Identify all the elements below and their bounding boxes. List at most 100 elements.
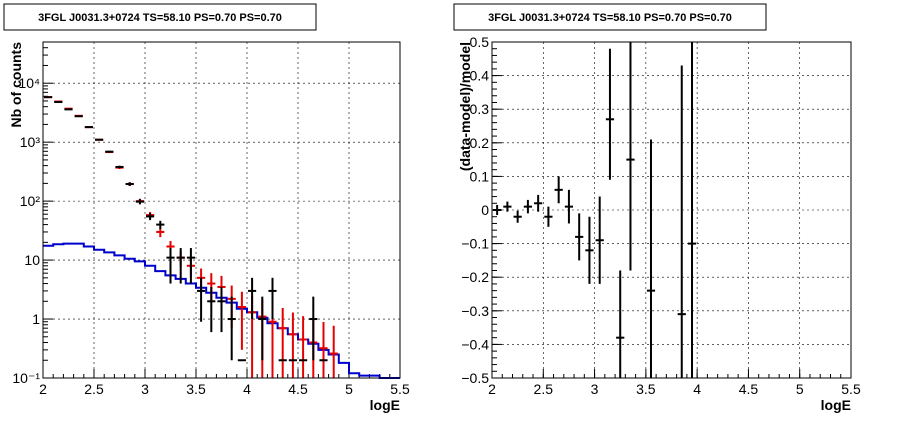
y-tick-label: 0.5 — [470, 34, 490, 50]
left-ticks — [42, 47, 401, 379]
x-tick-label: 3.5 — [636, 381, 656, 397]
residual-point — [677, 65, 686, 378]
left-y-axis-label: Nb of counts — [8, 42, 24, 128]
residual-point — [534, 194, 543, 212]
y-tick-label: 0.3 — [470, 101, 490, 117]
residual-point — [554, 176, 563, 204]
data-point — [268, 277, 277, 320]
data-point — [125, 182, 134, 186]
x-tick-label: 3 — [591, 381, 599, 397]
data-point — [84, 126, 93, 129]
x-tick-label: 4 — [243, 381, 251, 397]
left-y-tick-labels: 10⁻¹ 1 10 10² 10³ 10⁴ — [12, 75, 40, 386]
residual-point — [687, 42, 697, 378]
model-point — [278, 307, 287, 378]
right-grid — [492, 42, 851, 378]
model-point — [329, 325, 338, 378]
y-tick-label: 0.4 — [470, 68, 490, 84]
residual-point — [564, 189, 574, 224]
left-title: 3FGL J0031.3+0724 TS=58.10 PS=0.70 PS=0.… — [38, 12, 282, 24]
right-y-axis-label: (data-model)/model — [457, 42, 473, 171]
data-point — [105, 150, 114, 153]
residual-point — [493, 204, 502, 216]
data-point — [186, 248, 195, 284]
x-tick-label: 5.5 — [390, 381, 410, 397]
residual-point — [646, 139, 656, 378]
x-tick-label: 2 — [488, 381, 496, 397]
residual-point — [575, 213, 584, 261]
data-point — [227, 296, 236, 361]
model-point — [319, 322, 328, 378]
data-errorbars — [44, 96, 328, 362]
y-tick-label: 0.1 — [470, 168, 490, 184]
x-tick-label: 2.5 — [84, 381, 104, 397]
background-step-line — [43, 242, 400, 379]
y-tick-label: −0.3 — [461, 303, 489, 319]
data-point — [197, 277, 206, 322]
data-point — [166, 248, 175, 284]
right-y-tick-labels: −0.5 −0.4 −0.3 −0.2 −0.1 0 0.1 0.2 0.3 0.4 0.5 — [461, 34, 489, 386]
counts-spectrum-panel: 3FGL J0031.3+0724 TS=58.10 PS=0.70 PS=0.… — [3, 3, 410, 413]
residual-point — [523, 199, 533, 214]
right-x-axis-label: logE — [821, 397, 851, 413]
x-tick-label: 4.5 — [288, 381, 308, 397]
data-point — [156, 220, 165, 229]
y-tick-label: −0.2 — [461, 269, 489, 285]
x-tick-label: 5 — [345, 381, 353, 397]
data-point — [176, 248, 185, 284]
y-tick-label: 10 — [24, 252, 40, 268]
data-point — [207, 286, 216, 333]
model-point — [156, 227, 165, 238]
left-plot-frame — [42, 41, 401, 379]
residual-errorbars — [493, 42, 697, 378]
y-tick-label: −0.4 — [461, 336, 489, 352]
right-plot-frame — [491, 41, 852, 379]
data-point — [217, 286, 226, 333]
residual-point — [503, 201, 512, 212]
x-tick-label: 2.5 — [534, 381, 554, 397]
residual-point — [544, 206, 553, 227]
x-tick-label: 4.5 — [739, 381, 759, 397]
residual-point — [513, 210, 522, 223]
data-point — [44, 96, 53, 99]
data-point — [309, 296, 318, 361]
model-errorbars — [44, 96, 338, 378]
y-tick-label: 10⁻¹ — [12, 370, 40, 386]
y-tick-label: 0 — [481, 202, 489, 218]
data-point — [146, 213, 155, 221]
right-title: 3FGL J0031.3+0724 TS=58.10 PS=0.70 PS=0.… — [488, 12, 732, 24]
x-tick-label: 5.5 — [841, 381, 861, 397]
residuals-panel: 3FGL J0031.3+0724 TS=58.10 PS=0.70 PS=0.… — [453, 3, 861, 413]
x-tick-label: 3.5 — [186, 381, 206, 397]
left-x-tick-labels: 2 2.5 3 3.5 4 4.5 5 5.5 — [39, 381, 410, 397]
right-title-box — [453, 3, 767, 31]
y-tick-label: 10³ — [20, 134, 41, 150]
x-tick-label: 4 — [693, 381, 701, 397]
x-tick-label: 5 — [796, 381, 804, 397]
data-point — [115, 165, 124, 169]
y-tick-label: 10² — [20, 193, 41, 209]
y-tick-label: 10⁴ — [18, 75, 40, 91]
model-point — [237, 291, 246, 350]
left-grid — [43, 42, 400, 378]
right-x-tick-labels: 2 2.5 3 3.5 4 4.5 5 5.5 — [488, 381, 861, 397]
y-tick-label: −0.5 — [461, 370, 489, 386]
x-tick-label: 2 — [39, 381, 47, 397]
y-tick-label: 0.2 — [470, 135, 490, 151]
residual-point — [605, 48, 615, 180]
model-point — [299, 316, 308, 378]
y-tick-label: −0.1 — [461, 236, 489, 252]
data-point — [54, 101, 63, 104]
data-point — [135, 199, 144, 205]
residual-point — [616, 270, 625, 378]
left-x-axis-label: logE — [370, 397, 400, 413]
data-point — [74, 115, 83, 118]
background-model-histogram — [43, 242, 400, 379]
data-point — [248, 277, 257, 320]
x-tick-label: 3 — [141, 381, 149, 397]
residual-point — [585, 216, 594, 284]
residual-point — [626, 42, 635, 271]
data-point — [258, 296, 267, 361]
left-title-box — [3, 3, 317, 31]
